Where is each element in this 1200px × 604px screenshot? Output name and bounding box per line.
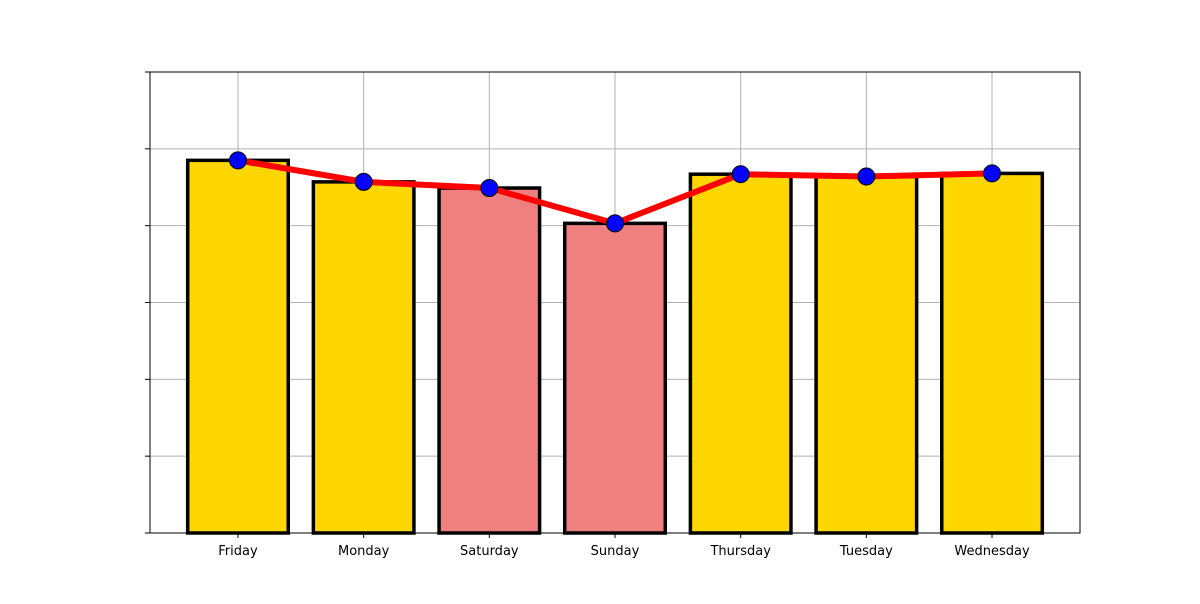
- bar-sunday: [562, 221, 668, 535]
- x-tick-label-wednesday: Wednesday: [954, 544, 1030, 559]
- markers-layer: [228, 151, 1002, 233]
- point-tuesday: [857, 167, 876, 186]
- x-tick-label-sunday: Sunday: [591, 544, 640, 559]
- point-wednesday: [983, 164, 1002, 183]
- bar-tuesday: [814, 174, 919, 535]
- bars-layer: [185, 158, 1045, 535]
- x-tick-label-saturday: Saturday: [460, 544, 519, 559]
- point-sunday: [606, 214, 624, 233]
- bar-wednesday: [940, 171, 1045, 535]
- point-monday: [354, 172, 373, 191]
- point-thursday: [731, 165, 750, 184]
- bar-saturday: [437, 186, 542, 535]
- bar-monday: [311, 180, 416, 535]
- x-tick-label-monday: Monday: [338, 544, 390, 559]
- bar-friday: [185, 158, 290, 535]
- x-ticks-layer: Friday Monday Saturday Sunday Thursday Tuesda…: [218, 533, 1030, 559]
- point-saturday: [480, 179, 499, 198]
- x-tick-label-friday: Friday: [218, 544, 258, 559]
- y-ticks-layer: [145, 71, 150, 534]
- bar-thursday: [688, 172, 793, 535]
- point-friday: [228, 151, 247, 170]
- x-tick-label-thursday: Thursday: [709, 544, 771, 559]
- x-tick-label-tuesday: Tuesday: [839, 544, 893, 559]
